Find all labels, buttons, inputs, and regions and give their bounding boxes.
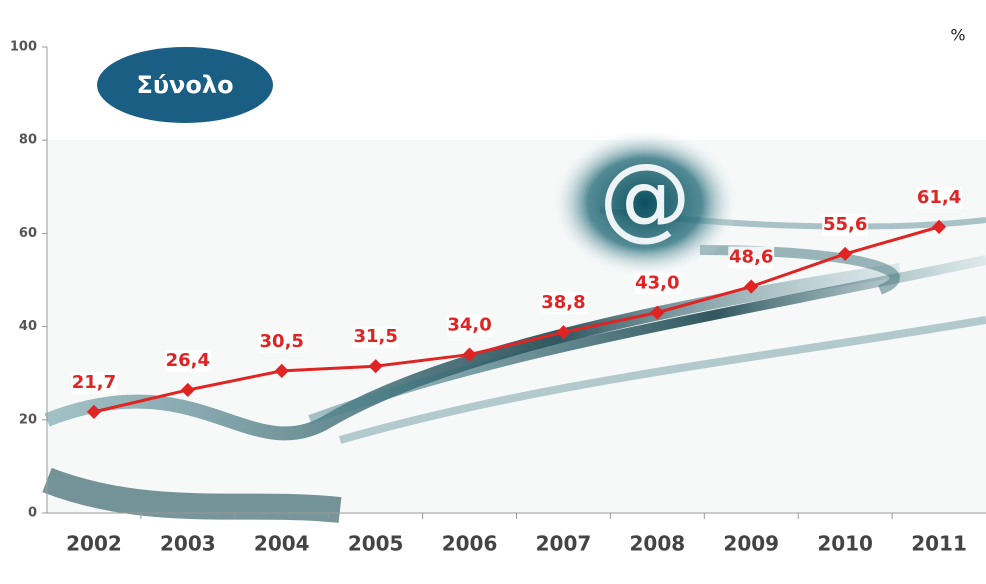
marker bbox=[556, 325, 571, 340]
marker bbox=[838, 246, 853, 261]
value-label: 43,0 bbox=[635, 273, 679, 294]
marker bbox=[650, 305, 665, 320]
value-label-bg bbox=[258, 330, 305, 353]
x-tick-label: 2004 bbox=[254, 532, 310, 556]
value-label-bg bbox=[70, 371, 117, 394]
value-label: 61,4 bbox=[917, 187, 961, 208]
x-tick-label: 2008 bbox=[630, 532, 686, 556]
value-label: 48,6 bbox=[729, 247, 773, 268]
value-label: 31,5 bbox=[353, 326, 397, 347]
series-line bbox=[93, 225, 940, 414]
x-tick-label: 2007 bbox=[536, 532, 592, 556]
marker bbox=[462, 347, 477, 362]
value-label: 55,6 bbox=[823, 214, 867, 235]
at-glow bbox=[550, 128, 740, 278]
marker bbox=[744, 279, 759, 294]
y-unit: % bbox=[950, 26, 965, 45]
y-tick-label: 20 bbox=[19, 412, 37, 427]
value-label-bg bbox=[728, 246, 775, 269]
value-label-bg bbox=[352, 326, 399, 349]
marker bbox=[86, 404, 102, 419]
x-tick-label: 2006 bbox=[442, 532, 498, 556]
value-label-bg bbox=[822, 213, 869, 236]
value-label: 30,5 bbox=[260, 331, 304, 352]
marker bbox=[931, 219, 947, 234]
value-label-bg bbox=[164, 349, 211, 372]
y-tick-label: 0 bbox=[28, 506, 37, 521]
chart-title: Σύνολο bbox=[136, 71, 233, 99]
value-label: 21,7 bbox=[72, 372, 116, 393]
background-swirl bbox=[42, 140, 986, 523]
x-tick-label: 2011 bbox=[911, 532, 967, 556]
x-tick-label: 2005 bbox=[348, 532, 404, 556]
y-tick-label: 40 bbox=[19, 319, 37, 334]
marker bbox=[180, 382, 195, 398]
x-tick-label: 2002 bbox=[66, 532, 122, 556]
value-label: 26,4 bbox=[166, 350, 210, 371]
value-label-bg bbox=[916, 186, 963, 209]
value-label-bg bbox=[634, 272, 681, 295]
value-label-bg bbox=[446, 314, 493, 337]
marker bbox=[368, 359, 383, 374]
title-badge bbox=[97, 47, 273, 123]
x-tick-label: 2009 bbox=[723, 532, 779, 556]
value-label: 38,8 bbox=[541, 292, 585, 313]
value-label-bg bbox=[540, 292, 587, 315]
y-tick-label: 100 bbox=[10, 40, 37, 55]
x-tick-label: 2003 bbox=[160, 532, 216, 556]
x-tick-label: 2010 bbox=[817, 532, 873, 556]
at-icon: @ bbox=[599, 143, 691, 250]
value-label: 34,0 bbox=[447, 315, 491, 336]
y-tick-label: 80 bbox=[19, 133, 37, 148]
marker bbox=[274, 363, 289, 378]
y-tick-label: 60 bbox=[19, 226, 37, 241]
